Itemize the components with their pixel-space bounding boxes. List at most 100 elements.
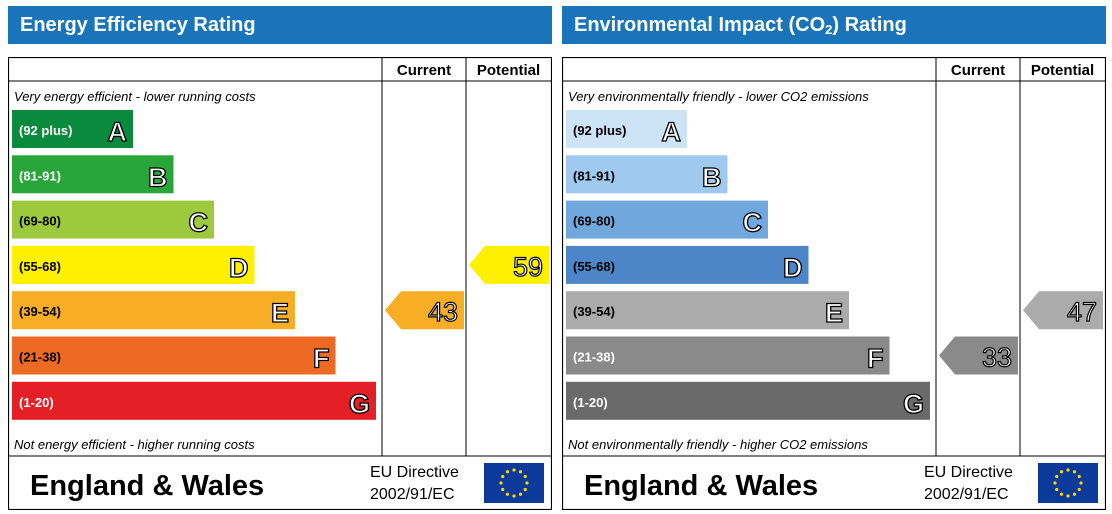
rating-band-range: (39-54) [573,304,615,319]
rating-band-b: (81-91) B [566,155,728,194]
rating-band-bar [12,200,214,239]
rating-band-bar [12,381,376,420]
rating-band-letter: F [313,344,330,374]
environmental-impact-panel: Environmental Impact (CO2) Rating Curren… [562,6,1106,510]
eu-flag-star [501,474,505,479]
rating-band-bar [12,245,255,284]
rating-band-letter: E [825,298,843,328]
rating-band-g: (1-20) G [566,381,930,420]
environmental-rating-chart: Current Potential Very environmentally fri… [562,57,1106,510]
eu-flag-star [1053,481,1057,485]
rating-band-bar [566,200,768,239]
column-header-current: Current [397,62,451,79]
rating-band-range: (1-20) [573,395,608,410]
eu-flag-star [525,481,529,485]
eu-flag-star [1066,468,1070,472]
rating-band-bar [566,155,728,194]
eu-flag-star [512,468,516,472]
rating-band-range: (81-91) [573,168,615,183]
rating-band-range: (69-80) [573,214,615,229]
eu-flag-star [501,487,505,492]
eu-flag-star [1077,474,1081,479]
rating-band-letter: A [662,117,682,147]
column-header-potential: Potential [1031,62,1094,79]
rating-band-range: (81-91) [19,168,61,183]
rating-band-bar [566,336,890,375]
rating-band-e: (39-54) E [12,291,295,330]
eu-flag-star [518,470,523,474]
eu-flag-star [1079,481,1083,485]
rating-band-letter: B [702,162,722,192]
rating-band-range: (92 plus) [573,123,626,138]
rating-band-f: (21-38) F [12,336,336,375]
rating-band-letter: F [867,344,884,374]
rating-band-range: (21-38) [573,350,615,365]
current-rating-arrow: 33 [939,336,1018,375]
rating-band-letter: A [108,117,128,147]
rating-band-g: (1-20) G [12,381,376,420]
rating-band-d: (55-68) D [12,245,255,284]
rating-band-range: (21-38) [19,350,61,365]
rating-arrow-shape [939,336,1018,375]
eu-flag-star [499,481,503,485]
chart-frame [562,57,1106,510]
column-header-potential: Potential [477,62,540,79]
eu-flag-star [523,487,527,492]
region-label: England & Wales [30,470,264,502]
eu-flag-icon [1038,463,1098,503]
eu-flag-star [523,474,527,479]
directive-line-1: EU Directive [370,464,459,481]
column-header-current: Current [951,62,1005,79]
rating-band-bar [566,381,930,420]
directive-line-2: 2002/91/EC [370,486,455,503]
rating-band-bar [12,110,133,148]
eu-flag-star [1059,470,1064,474]
rating-band-letter: C [743,208,763,238]
rating-arrow-shape [1023,291,1103,330]
directive-line-2: 2002/91/EC [924,486,1009,503]
rating-band-bar [12,155,174,194]
rating-band-range: (92 plus) [19,123,72,138]
eu-flag-star [518,492,523,496]
directive-line-1: EU Directive [924,464,1013,481]
rating-arrow-value: 47 [1067,297,1097,327]
rating-band-letter: B [148,162,168,192]
rating-band-bar [566,110,687,148]
region-label: England & Wales [584,470,818,502]
eu-flag-star [1055,487,1059,492]
rating-arrow-value: 43 [428,297,458,327]
rating-band-f: (21-38) F [566,336,890,375]
rating-arrow-shape [469,245,549,284]
rating-band-a: (92 plus) A [12,110,133,148]
top-note: Very environmentally friendly - lower CO… [568,89,869,104]
rating-band-letter: D [783,253,803,283]
rating-band-range: (1-20) [19,395,54,410]
rating-band-c: (69-80) C [12,200,214,239]
rating-arrow-value: 59 [513,252,543,282]
rating-band-range: (55-68) [573,259,615,274]
rating-band-letter: E [271,298,289,328]
rating-arrow-shape [385,291,464,330]
rating-band-range: (39-54) [19,304,61,319]
rating-band-b: (81-91) B [12,155,174,194]
eu-flag-star [512,494,516,498]
eu-flag-star [1066,494,1070,498]
chart-frame [8,57,552,510]
rating-band-letter: G [349,389,370,419]
bottom-note: Not environmentally friendly - higher CO… [568,437,868,452]
rating-band-bar [12,291,295,330]
panel-title: Energy Efficiency Rating [8,6,552,44]
eu-flag-icon [484,463,544,503]
rating-band-a: (92 plus) A [566,110,687,148]
rating-band-e: (39-54) E [566,291,849,330]
eu-flag-star [505,492,510,496]
rating-band-d: (55-68) D [566,245,809,284]
eu-flag-star [1055,474,1059,479]
rating-band-c: (69-80) C [566,200,768,239]
rating-band-range: (55-68) [19,259,61,274]
energy-efficiency-panel: Energy Efficiency Rating Current Potentia… [8,6,552,510]
eu-flag-star [1072,470,1077,474]
eu-flag-star [1059,492,1064,496]
energy-rating-chart: Current Potential Very energy efficient - … [8,57,552,510]
eu-flag-star [1077,487,1081,492]
